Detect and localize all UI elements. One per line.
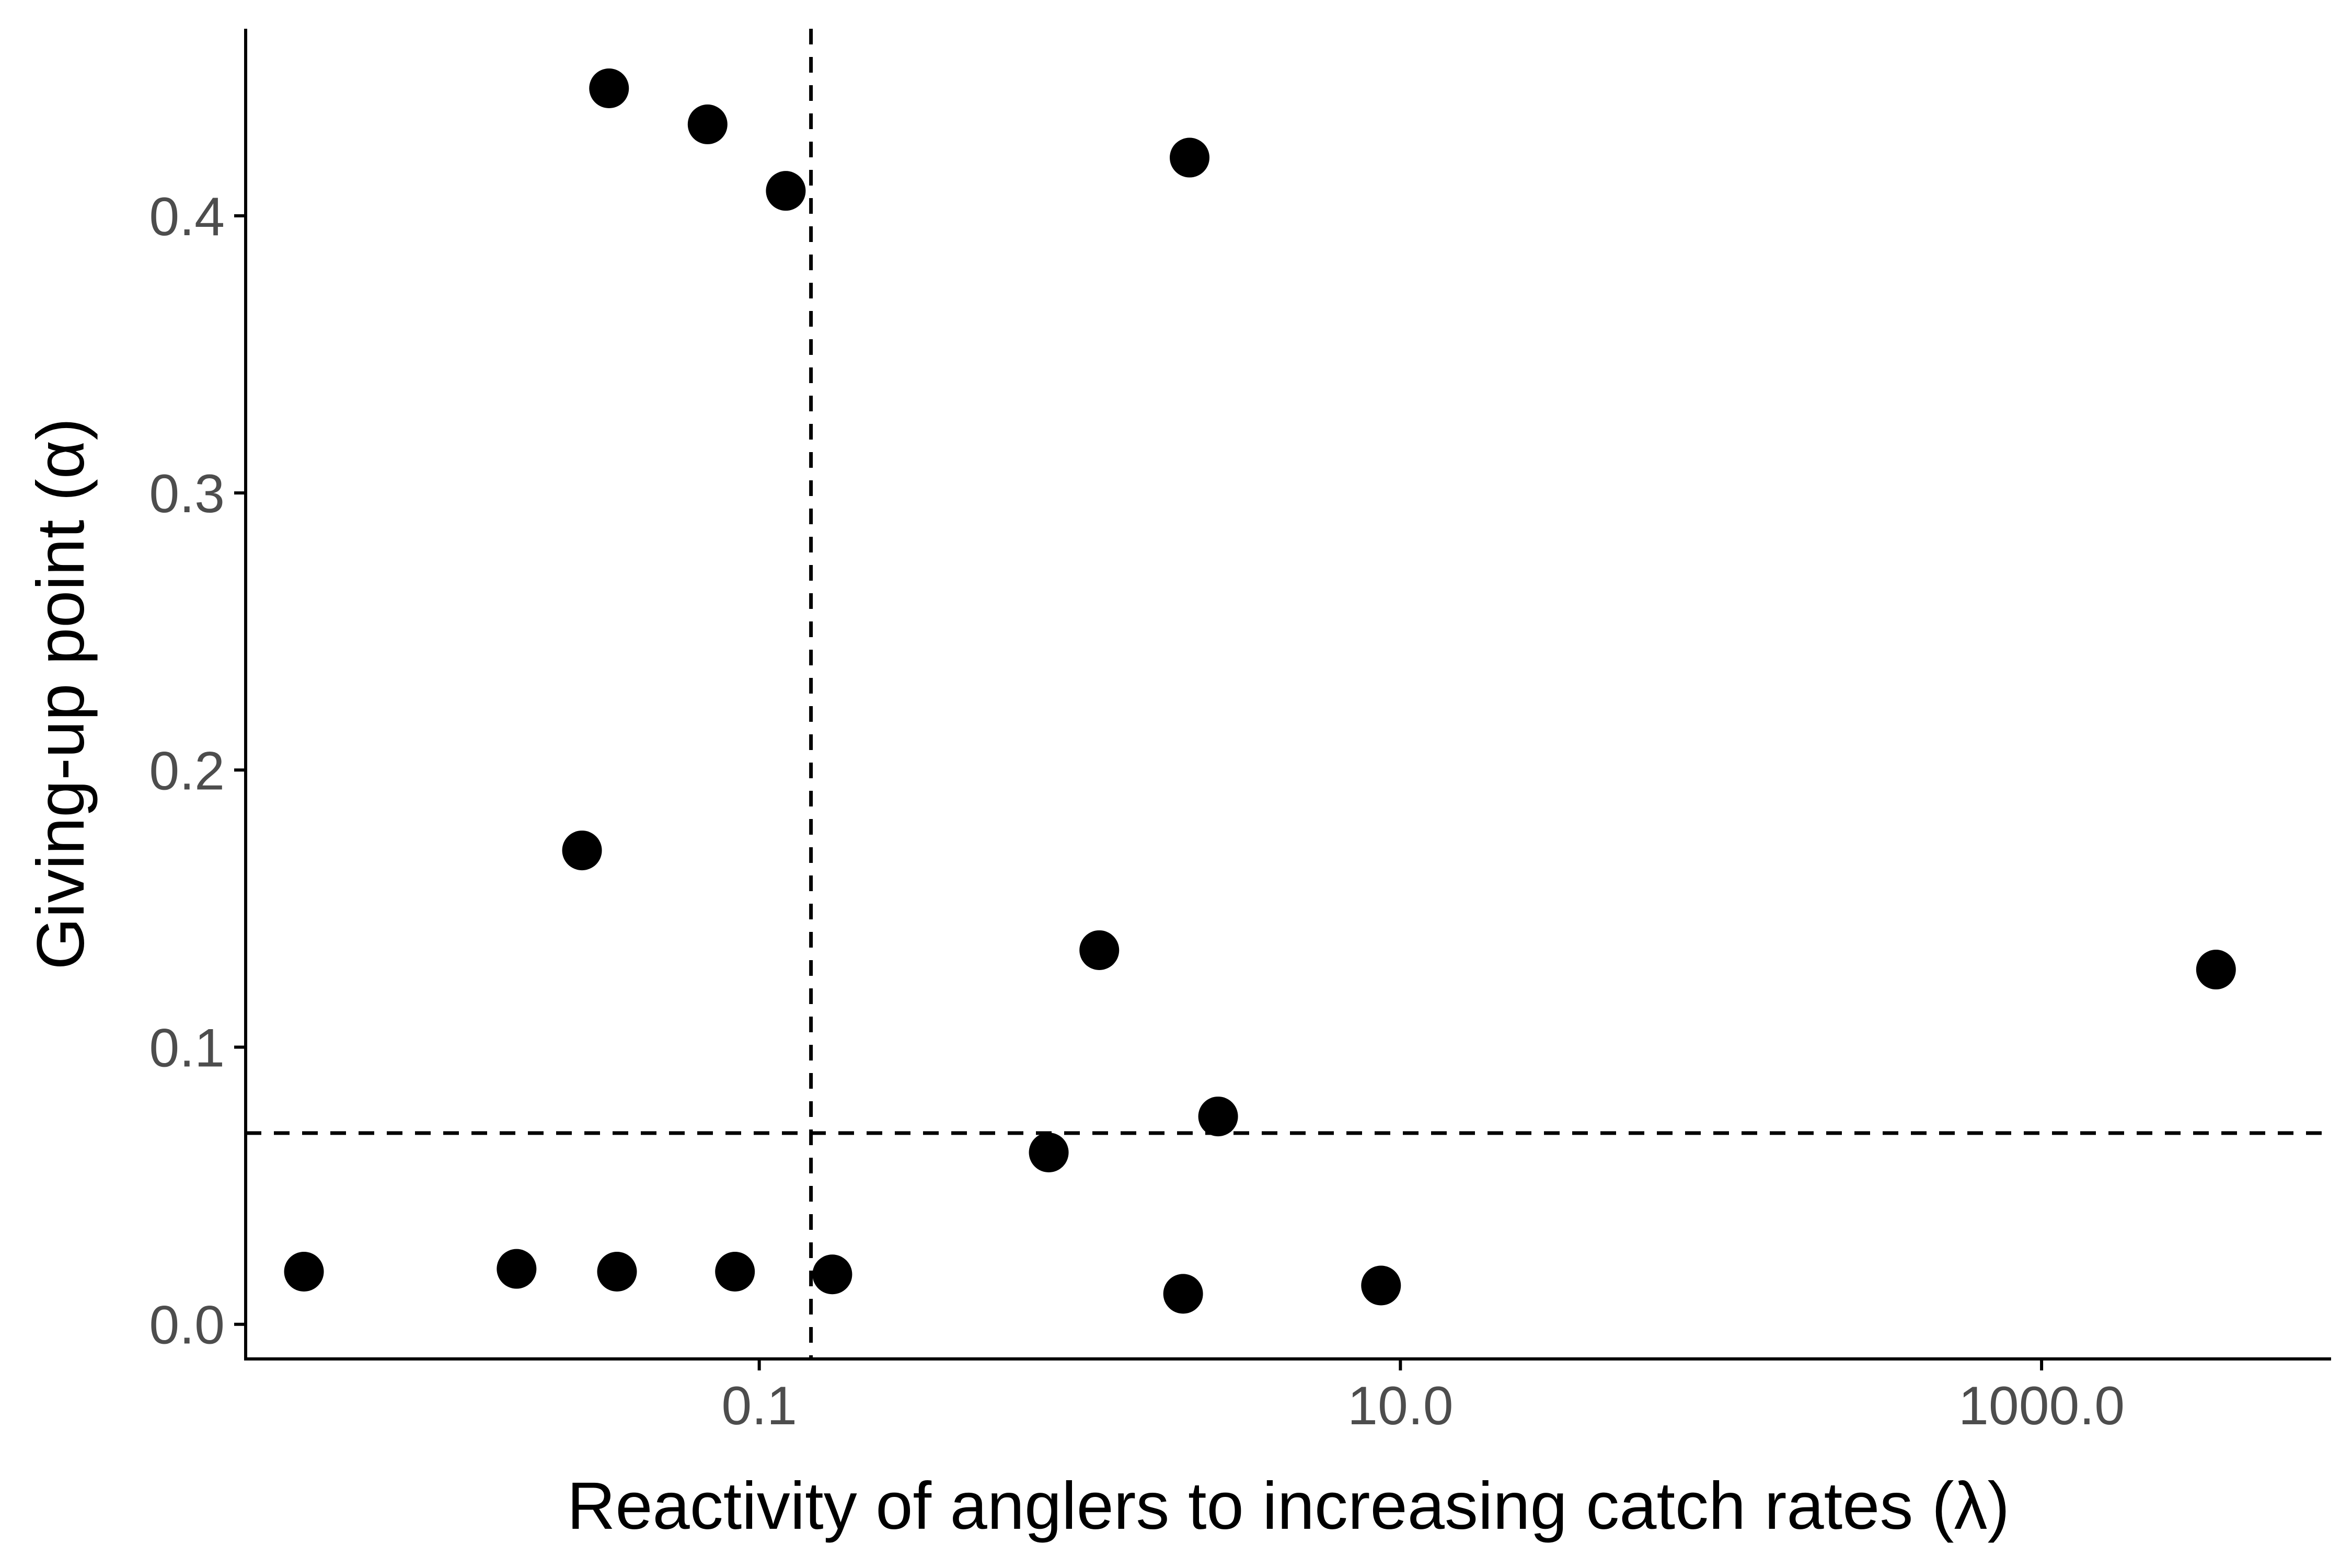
y-tick-label: 0.3	[149, 464, 225, 524]
data-point	[687, 104, 728, 144]
x-tick-label: 0.1	[721, 1376, 797, 1436]
data-point	[1029, 1132, 1069, 1172]
data-point	[715, 1251, 755, 1292]
data-point	[766, 171, 806, 211]
y-tick-label: 0.4	[149, 187, 225, 247]
data-point	[1198, 1097, 1238, 1137]
reference-lines	[246, 29, 2331, 1359]
data-points	[284, 68, 2236, 1314]
data-point	[1079, 930, 1120, 970]
data-point	[1361, 1265, 1401, 1306]
x-tick-label: 1000.0	[1958, 1376, 2125, 1436]
data-point	[284, 1251, 324, 1292]
y-axis-ticks: 0.0 0.1 0.2 0.3 0.4	[149, 187, 246, 1356]
y-axis-title: Giving-up point (α)	[24, 418, 98, 970]
y-tick-label: 0.1	[149, 1018, 225, 1079]
y-tick-label: 0.0	[149, 1295, 225, 1356]
data-point	[1170, 137, 1210, 178]
data-point	[497, 1249, 537, 1289]
data-point	[1163, 1274, 1203, 1314]
y-tick-label: 0.2	[149, 741, 225, 801]
x-axis-title: Reactivity of anglers to increasing catc…	[567, 1469, 2010, 1543]
data-point	[597, 1251, 637, 1292]
x-axis-ticks: 0.1 10.0 1000.0	[721, 1359, 2125, 1436]
x-tick-label: 10.0	[1347, 1376, 1453, 1436]
data-point	[562, 831, 602, 871]
data-point	[812, 1254, 852, 1295]
data-point	[2196, 950, 2236, 990]
data-point	[589, 68, 629, 108]
